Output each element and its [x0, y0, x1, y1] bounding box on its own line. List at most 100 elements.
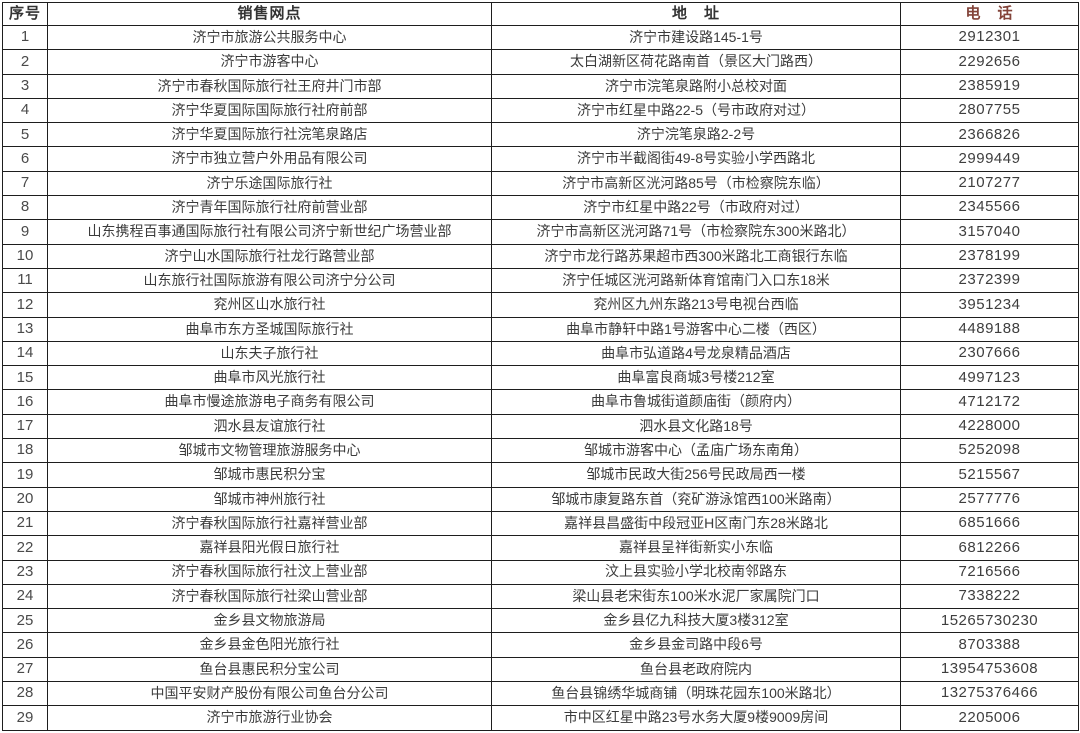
table-row: 29 济宁市旅游行业协会 市中区红星中路23号水务大厦9楼9009房间 2205006	[2, 705, 1079, 731]
outlet-cell: 金乡县金色阳光旅行社	[47, 632, 492, 658]
phone-cell: 4489188	[900, 316, 1079, 342]
address-cell: 邹城市康复路东首（兖矿游泳馆西100米路南）	[491, 486, 901, 512]
table-row: 20 邹城市神州旅行社 邹城市康复路东首（兖矿游泳馆西100米路南） 2577776	[2, 486, 1079, 512]
table-row: 17 泗水县友谊旅行社 泗水县文化路18号 4228000	[2, 413, 1079, 440]
phone-cell: 2999449	[900, 146, 1079, 172]
address-cell: 济宁市红星中路22号（市政府对过）	[491, 195, 901, 221]
outlet-cell: 济宁青年国际旅行社府前营业部	[47, 195, 492, 221]
outlet-cell: 济宁春秋国际旅行社梁山营业部	[47, 583, 492, 610]
phone-cell: 2345566	[900, 195, 1079, 221]
phone-cell: 15265730230	[900, 608, 1079, 634]
outlet-cell: 山东夫子旅行社	[47, 340, 492, 367]
row-number-cell: 21	[2, 510, 48, 537]
outlet-cell: 济宁华夏国际旅行社浣笔泉路店	[47, 122, 492, 148]
outlet-cell: 济宁春秋国际旅行社汶上营业部	[47, 559, 492, 585]
address-cell: 梁山县老宋街东100米水泥厂家属院门口	[491, 583, 901, 610]
row-number-cell: 14	[2, 340, 48, 367]
outlet-cell: 济宁市独立营户外用品有限公司	[47, 146, 492, 172]
phone-cell: 2366826	[900, 122, 1079, 148]
outlet-cell: 山东旅行社国际旅游有限公司济宁分公司	[47, 267, 492, 294]
row-number-cell: 15	[2, 365, 48, 391]
address-cell: 金乡县金司路中段6号	[491, 632, 901, 658]
address-cell: 济宁市建设路145-1号	[491, 24, 901, 51]
row-number-cell: 1	[2, 24, 48, 51]
row-number-cell: 22	[2, 535, 48, 561]
table-row: 22 嘉祥县阳光假日旅行社 嘉祥县呈祥街新实小东临 6812266	[2, 535, 1079, 561]
col-header-address: 地 址	[491, 2, 901, 26]
phone-cell: 13275376466	[900, 681, 1079, 707]
phone-cell: 2107277	[900, 170, 1079, 197]
phone-cell: 5215567	[900, 462, 1079, 488]
phone-cell: 6851666	[900, 510, 1079, 537]
row-number-cell: 19	[2, 462, 48, 488]
outlet-cell: 泗水县友谊旅行社	[47, 413, 492, 440]
outlet-cell: 济宁乐途国际旅行社	[47, 170, 492, 197]
phone-cell: 4712172	[900, 389, 1079, 415]
row-number-cell: 13	[2, 316, 48, 342]
table-row: 21 济宁春秋国际旅行社嘉祥营业部 嘉祥县昌盛街中段冠亚H区南门东28米路北 6851…	[2, 510, 1079, 537]
phone-cell: 8703388	[900, 632, 1079, 658]
address-cell: 邹城市游客中心（孟庙广场东南角）	[491, 438, 901, 464]
address-cell: 济宁浣笔泉路2-2号	[491, 122, 901, 148]
table-row: 7 济宁乐途国际旅行社 济宁市高新区洸河路85号（市检察院东临） 2107277	[2, 170, 1079, 197]
outlet-cell: 曲阜市风光旅行社	[47, 365, 492, 391]
phone-cell: 2292656	[900, 49, 1079, 75]
phone-cell: 2372399	[900, 267, 1079, 294]
table-row: 2 济宁市游客中心 太白湖新区荷花路南首（景区大门路西） 2292656	[2, 49, 1079, 75]
col-header-outlet: 销售网点	[47, 2, 492, 26]
address-cell: 鱼台县老政府院内	[491, 656, 901, 683]
col-header-number: 序号	[2, 2, 48, 26]
phone-cell: 13954753608	[900, 656, 1079, 683]
address-cell: 济宁任城区洸河路新体育馆南门入口东18米	[491, 267, 901, 294]
phone-cell: 2378199	[900, 243, 1079, 269]
table-row: 1 济宁市旅游公共服务中心 济宁市建设路145-1号 2912301	[2, 24, 1079, 51]
phone-cell: 4997123	[900, 365, 1079, 391]
address-cell: 嘉祥县呈祥街新实小东临	[491, 535, 901, 561]
table-row: 26 金乡县金色阳光旅行社 金乡县金司路中段6号 8703388	[2, 632, 1079, 658]
outlet-cell: 济宁山水国际旅行社龙行路营业部	[47, 243, 492, 269]
table-row: 16 曲阜市慢途旅游电子商务有限公司 曲阜市鲁城街道颜庙街（颜府内） 4712172	[2, 389, 1079, 415]
outlet-cell: 鱼台县惠民积分宝公司	[47, 656, 492, 683]
address-cell: 济宁市红星中路22-5（号市政府对过）	[491, 97, 901, 124]
table-row: 25 金乡县文物旅游局 金乡县亿九科技大厦3楼312室 15265730230	[2, 608, 1079, 634]
address-cell: 市中区红星中路23号水务大厦9楼9009房间	[491, 705, 901, 731]
row-number-cell: 2	[2, 49, 48, 75]
address-cell: 曲阜市静轩中路1号游客中心二楼（西区）	[491, 316, 901, 342]
row-number-cell: 8	[2, 195, 48, 221]
table-row: 9 山东携程百事通国际旅行社有限公司济宁新世纪广场营业部 济宁市高新区洸河路71号（…	[2, 219, 1079, 245]
row-number-cell: 28	[2, 681, 48, 707]
row-number-cell: 27	[2, 656, 48, 683]
row-number-cell: 4	[2, 97, 48, 124]
address-cell: 济宁市高新区洸河路71号（市检察院东300米路北）	[491, 219, 901, 245]
table-row: 27 鱼台县惠民积分宝公司 鱼台县老政府院内 13954753608	[2, 656, 1079, 683]
row-number-cell: 29	[2, 705, 48, 731]
row-number-cell: 20	[2, 486, 48, 512]
outlet-cell: 曲阜市慢途旅游电子商务有限公司	[47, 389, 492, 415]
table-row: 23 济宁春秋国际旅行社汶上营业部 汶上县实验小学北校南邻路东 7216566	[2, 559, 1079, 585]
row-number-cell: 11	[2, 267, 48, 294]
row-number-cell: 25	[2, 608, 48, 634]
header-row: 序号 销售网点 地 址 电 话	[2, 2, 1079, 26]
table-row: 4 济宁华夏国际国际旅行社府前部 济宁市红星中路22-5（号市政府对过） 280775…	[2, 97, 1079, 124]
table-row: 10 济宁山水国际旅行社龙行路营业部 济宁市龙行路苏果超市西300米路北工商银行东临…	[2, 243, 1079, 269]
outlet-cell: 曲阜市东方圣城国际旅行社	[47, 316, 492, 342]
outlet-cell: 兖州区山水旅行社	[47, 292, 492, 318]
table-row: 3 济宁市春秋国际旅行社王府井门市部 济宁市浣笔泉路附小总校对面 2385919	[2, 73, 1079, 99]
phone-cell: 2807755	[900, 97, 1079, 124]
table-row: 13 曲阜市东方圣城国际旅行社 曲阜市静轩中路1号游客中心二楼（西区） 4489188	[2, 316, 1079, 342]
phone-cell: 2577776	[900, 486, 1079, 512]
outlet-cell: 金乡县文物旅游局	[47, 608, 492, 634]
outlet-cell: 邹城市神州旅行社	[47, 486, 492, 512]
table-body: 1 济宁市旅游公共服务中心 济宁市建设路145-1号 2912301 2 济宁市游客中心太…	[2, 24, 1079, 731]
address-cell: 曲阜富良商城3号楼212室	[491, 365, 901, 391]
table-row: 5 济宁华夏国际旅行社浣笔泉路店 济宁浣笔泉路2-2号 2366826	[2, 122, 1079, 148]
row-number-cell: 17	[2, 413, 48, 440]
outlet-cell: 邹城市惠民积分宝	[47, 462, 492, 488]
address-cell: 嘉祥县昌盛街中段冠亚H区南门东28米路北	[491, 510, 901, 537]
table-row: 15 曲阜市风光旅行社 曲阜富良商城3号楼212室 4997123	[2, 365, 1079, 391]
phone-cell: 2205006	[900, 705, 1079, 731]
table-row: 28 中国平安财产股份有限公司鱼台分公司 鱼台县锦绣华城商铺（明珠花园东100米路北…	[2, 681, 1079, 707]
address-cell: 济宁市龙行路苏果超市西300米路北工商银行东临	[491, 243, 901, 269]
